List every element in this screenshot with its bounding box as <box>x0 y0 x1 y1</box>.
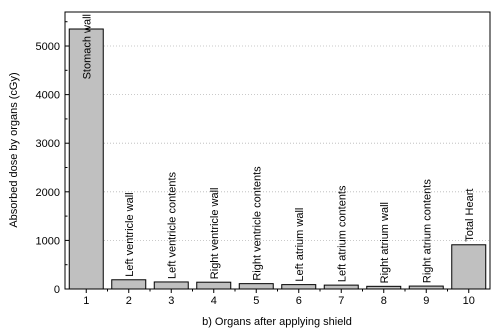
bar <box>196 281 232 290</box>
bar-label: Right ventricle contents <box>251 166 263 281</box>
bar-label: Right atrium contents <box>421 179 433 283</box>
y-axis-title: Absorbed dose by organs (cGy) <box>8 72 20 227</box>
x-tick-label: 8 <box>381 295 387 307</box>
bar-label: Stomach wall <box>81 14 93 79</box>
bar-label: Total Heart <box>464 189 476 242</box>
bar-label: Left ventricle contents <box>166 171 178 279</box>
y-tick-label: 3000 <box>36 138 60 150</box>
bar <box>68 28 104 290</box>
bar <box>323 284 359 290</box>
x-tick-label: 2 <box>126 295 132 307</box>
bar <box>451 244 487 290</box>
y-tick-label: 4000 <box>36 90 60 102</box>
y-tick-label: 1000 <box>36 235 60 247</box>
y-ticks: 0 1000 2000 3000 4000 5000 <box>36 21 69 296</box>
x-tick-label: 7 <box>338 295 344 307</box>
bar-label: Left atrium wall <box>294 208 306 282</box>
bar <box>153 281 189 290</box>
bar <box>238 283 274 290</box>
x-tick-label: 5 <box>253 295 259 307</box>
bar-label: Left ventricle wall <box>124 192 136 276</box>
x-tick-label: 1 <box>83 295 89 307</box>
x-tick-label: 10 <box>463 295 475 307</box>
x-tick-label: 6 <box>296 295 302 307</box>
x-tick-label: 9 <box>423 295 429 307</box>
x-tick-label: 4 <box>211 295 217 307</box>
y-tick-label: 5000 <box>36 41 60 53</box>
bar-label: Right ventricle wall <box>209 187 221 279</box>
bar-labels: Stomach wall Left ventricle wall Left vent… <box>81 14 476 283</box>
y-tick-label: 2000 <box>36 187 60 199</box>
bar <box>281 284 317 290</box>
bar <box>111 279 147 290</box>
gridlines <box>65 45 490 241</box>
x-axis-title: b) Organs after applying shield <box>202 316 352 328</box>
y-tick-label: 0 <box>54 284 60 296</box>
x-tick-label: 3 <box>168 295 174 307</box>
x-ticks: 1 2 3 4 5 6 7 8 9 10 <box>83 289 475 307</box>
bar-label: Left atrium contents <box>336 185 348 282</box>
bar-label: Right atrium wall <box>379 202 391 283</box>
